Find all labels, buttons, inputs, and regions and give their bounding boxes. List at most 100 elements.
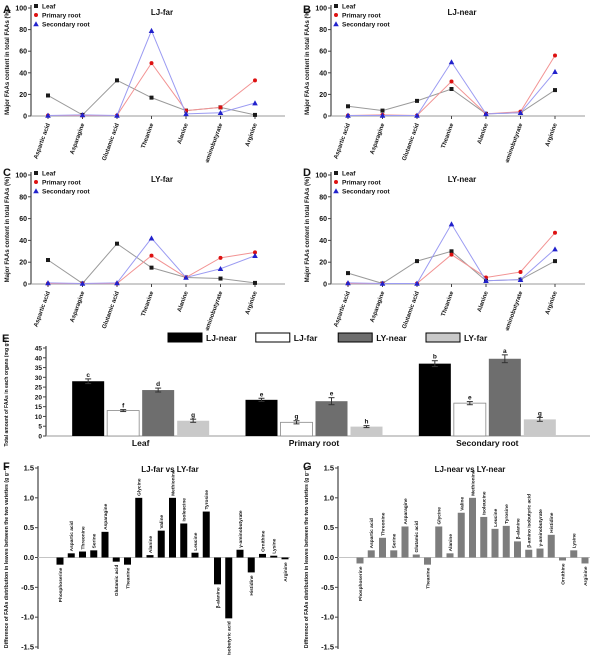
bar-label: Methionine: [171, 470, 177, 496]
circle-marker: [218, 255, 223, 260]
x-tick-label: γ-aminobutyrate: [503, 122, 525, 163]
bar-label: Serine: [92, 533, 98, 548]
triangle-marker: [114, 280, 120, 286]
bar-label: Valine: [459, 497, 465, 511]
y-tick-label: 1.5: [324, 464, 334, 473]
y-tick-label: 0: [23, 282, 27, 289]
circle-marker: [553, 53, 557, 58]
panel-A-line-chart: A 0 20 40 60 80 100 Major FAAs content in total…: [3, 4, 285, 163]
triangle-marker: [183, 274, 189, 280]
row-line-charts-bottom: C 0 20 40 60 80 100 Major FAAs content in total…: [0, 163, 600, 331]
significance-letter: g: [191, 412, 195, 419]
triangle-marker: [252, 100, 258, 106]
series-line: [47, 243, 256, 285]
bar-label: Glutamic acid: [114, 565, 120, 597]
y-tick-label: 60: [319, 216, 327, 223]
x-tick-label: Asparagine: [70, 290, 87, 323]
bar-label: Valine: [159, 514, 165, 528]
x-tick-label: γ-aminobutyrate: [503, 290, 525, 331]
y-tick-label: 35: [35, 365, 43, 372]
triangle-marker: [183, 111, 189, 117]
square-marker: [253, 280, 257, 285]
y-tick-label: -1.5: [321, 643, 334, 652]
circle-marker: [149, 61, 154, 66]
y-tick-label: 1.0: [324, 493, 334, 502]
bar: [135, 497, 143, 558]
bar: [259, 553, 266, 558]
triangle-marker: [333, 188, 339, 194]
chart-title: LY-far: [151, 175, 173, 184]
x-tick-label: Theanine: [441, 122, 456, 149]
bar-label: Phosphoserine: [58, 567, 64, 602]
y-tick-label: 100: [15, 173, 27, 180]
bar: [67, 553, 75, 558]
triangle-marker: [45, 112, 51, 118]
chart-title: LJ-far: [151, 8, 173, 17]
circle-marker: [449, 252, 454, 257]
bar-label: Theanine: [126, 567, 132, 588]
triangle-marker: [448, 221, 455, 227]
y-tick-label: -0.5: [21, 583, 34, 592]
x-tick-label: Arginine: [245, 122, 259, 148]
triangle-marker: [345, 280, 351, 286]
bar: [457, 512, 465, 558]
bar-label: γ-aminobutyrate: [538, 509, 544, 547]
y-tick-label: 0: [323, 282, 327, 289]
bar-label: Ornithine: [261, 530, 267, 552]
x-tick-label: Asparagine: [70, 122, 87, 155]
bar-label: Serine: [392, 533, 398, 548]
y-axis-title: Major FAAs content in total FAAs (%): [305, 177, 311, 283]
bar-label: β-amino isobutyric acid: [527, 494, 533, 548]
bar-label: Lysine: [272, 538, 278, 553]
panel-label: D: [303, 167, 311, 179]
square-marker: [253, 112, 257, 117]
triangle-marker: [33, 21, 39, 27]
y-axis-title: Difference of FAAs distribution in leave…: [4, 467, 10, 648]
bar: [112, 557, 120, 562]
bar-label: Ornithine: [561, 563, 567, 585]
bar: [146, 555, 154, 558]
triangle-marker: [45, 280, 51, 286]
bar: [350, 426, 383, 436]
bar: [514, 541, 521, 558]
legend-label: Leaf: [42, 4, 56, 11]
x-tick-label: Theanine: [441, 290, 456, 317]
panel-F-diff-bar-chart: F 1.5 1.0 0.5 0.0 -0.5 -1.0 -1.5 Difference of F…: [3, 461, 290, 656]
x-tick-label: Asparagine: [370, 290, 387, 323]
x-tick-label: Arginine: [245, 290, 259, 316]
x-tick-label: Alanine: [177, 122, 190, 145]
bar-label: Threonine: [381, 512, 387, 536]
square-marker: [346, 104, 350, 109]
significance-letter: c: [86, 372, 90, 379]
significance-letter: b: [433, 354, 437, 361]
triangle-marker: [379, 280, 386, 286]
panel-D-line-chart: D 0 20 40 60 80 100 Major FAAs content in total…: [303, 167, 585, 331]
y-tick-label: 25: [35, 385, 43, 392]
bar: [202, 511, 210, 558]
y-tick-label: 1.5: [24, 464, 34, 473]
bar-label: Theanine: [426, 567, 432, 588]
x-category-label: Primary root: [289, 438, 340, 448]
y-tick-label: 100: [315, 173, 327, 180]
bar: [72, 381, 105, 436]
triangle-marker: [379, 112, 386, 118]
bar: [177, 420, 210, 436]
bar: [225, 557, 233, 619]
circle-marker: [518, 270, 523, 275]
x-tick-label: Aspartic acid: [33, 290, 52, 328]
square-marker: [346, 271, 350, 276]
y-tick-label: 100: [15, 6, 27, 13]
legend-label: LJ-far: [294, 333, 318, 343]
bar: [236, 549, 244, 558]
x-tick-label: Arginine: [545, 290, 559, 316]
bar: [180, 523, 188, 558]
bar-label: Alanine: [148, 535, 154, 553]
bar: [401, 526, 409, 558]
square-marker: [218, 276, 223, 281]
circle-marker: [253, 250, 257, 255]
square-marker: [34, 4, 38, 8]
bar: [525, 549, 533, 558]
bar: [435, 526, 443, 558]
legend-swatch: [167, 332, 203, 343]
legend-label: Primary root: [42, 13, 81, 20]
